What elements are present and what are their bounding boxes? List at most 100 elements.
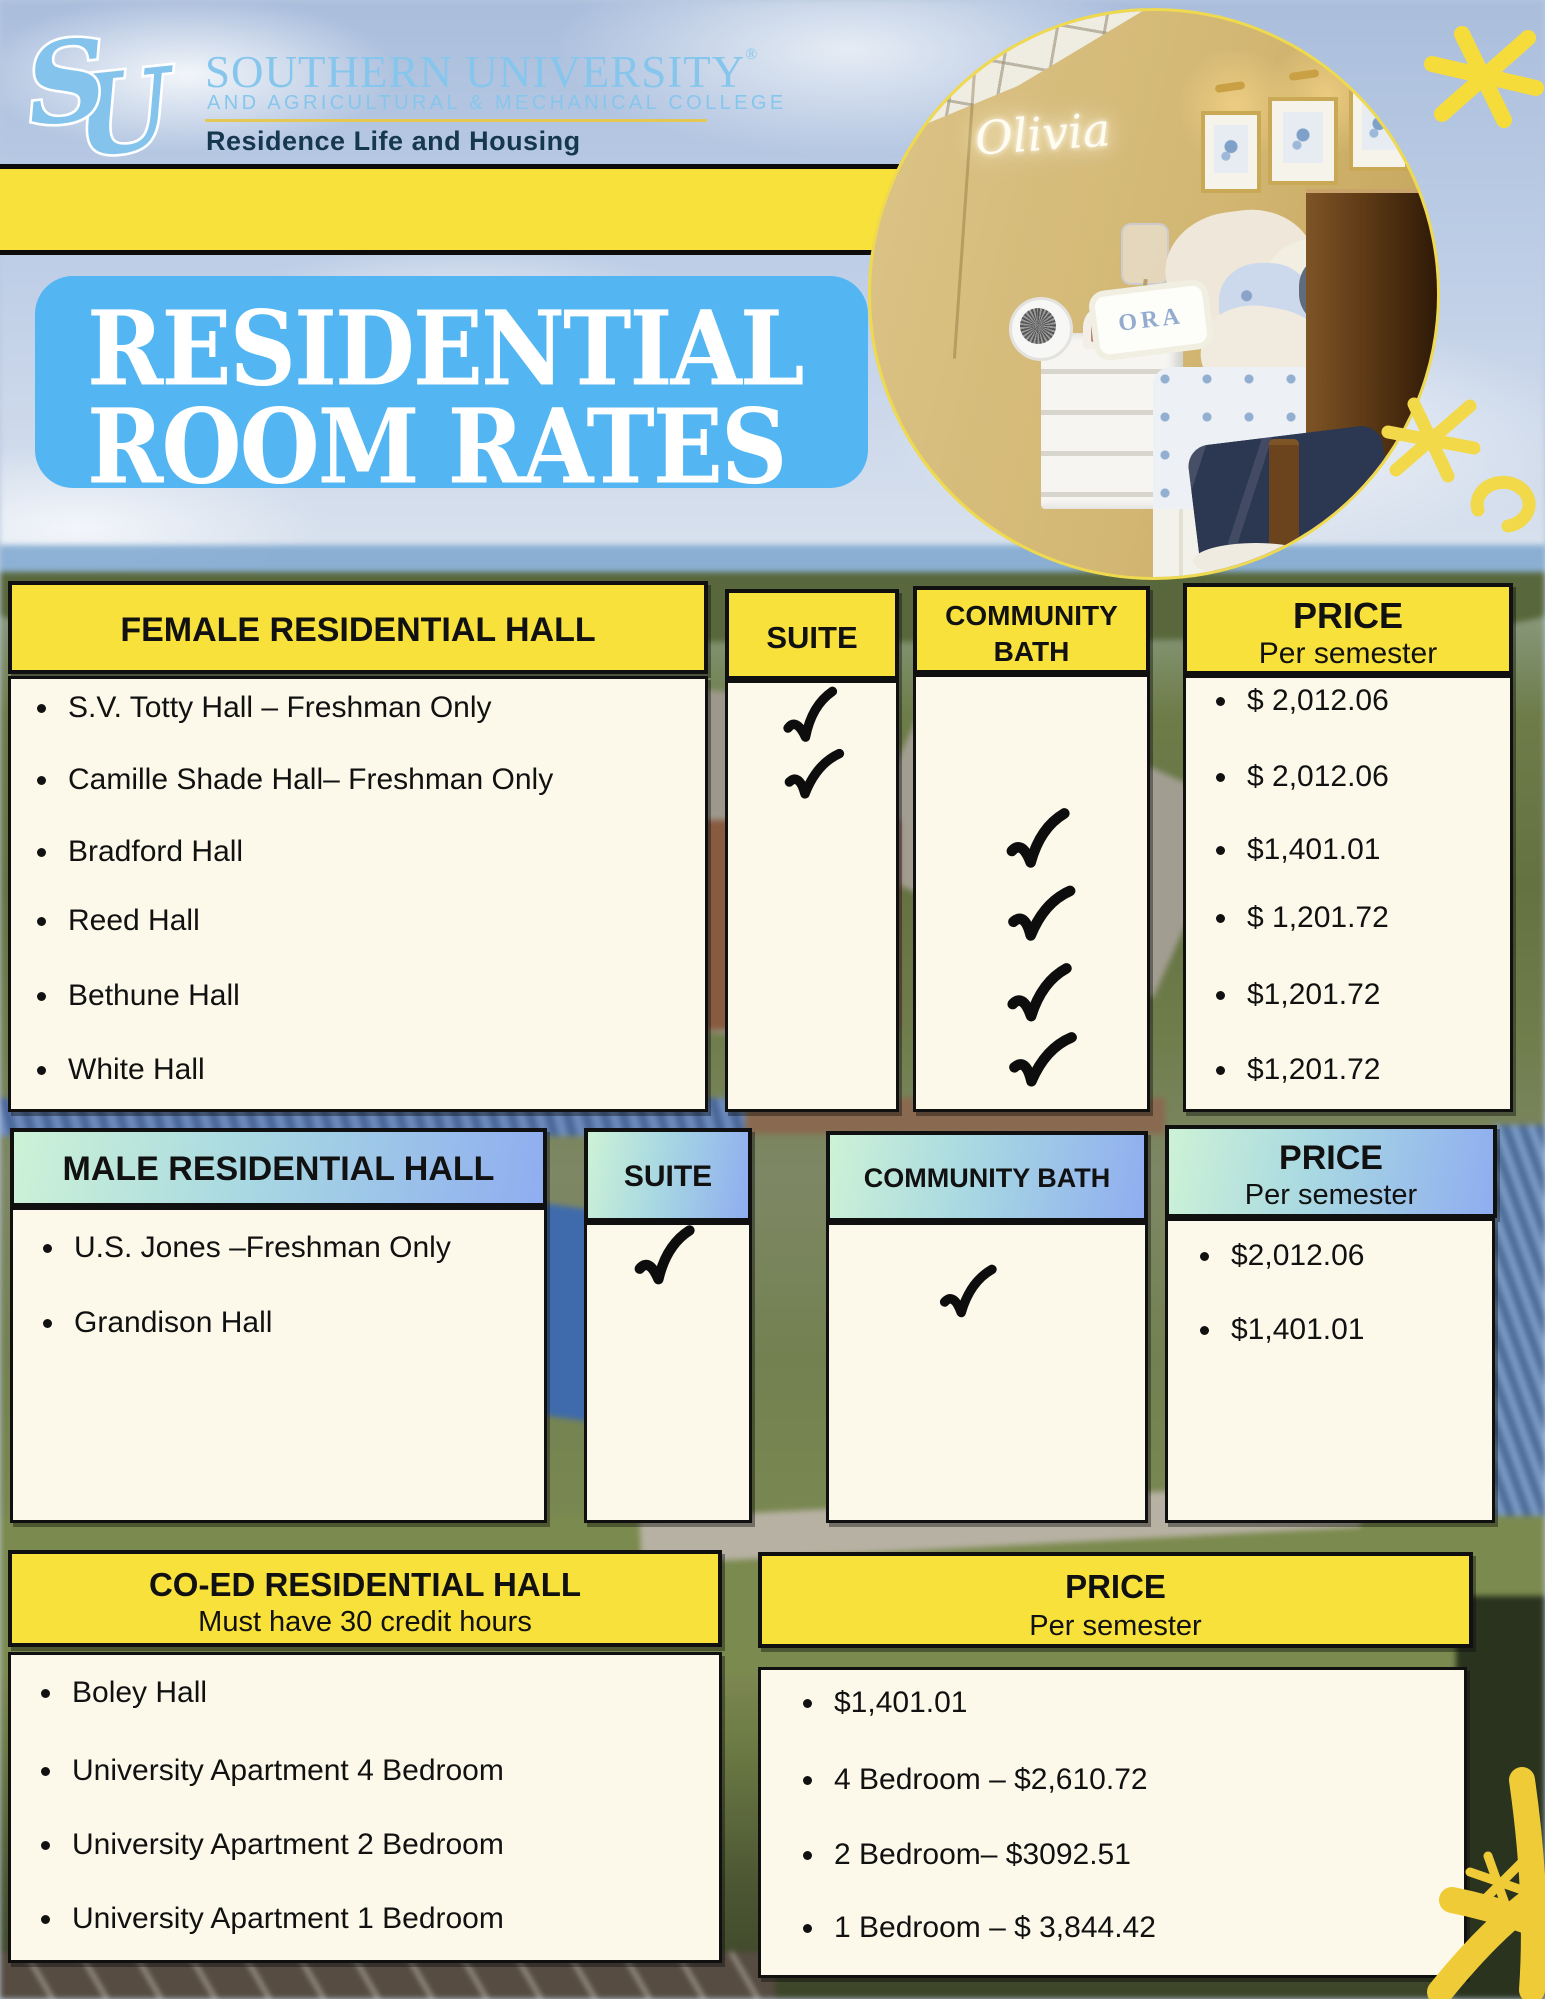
- bullet: [41, 1914, 50, 1924]
- check-icon: [939, 1264, 997, 1318]
- female-suite-column: [725, 680, 899, 1112]
- university-name: SOUTHERN UNIVERSITY®: [205, 46, 759, 97]
- check-icon: [1009, 1032, 1077, 1087]
- price-item: 1 Bedroom – $ 3,844.42: [803, 1910, 1156, 1946]
- neon-name-sign: Olivia: [973, 102, 1112, 166]
- list-item: U.S. Jones –Freshman Only: [43, 1230, 451, 1266]
- bullet: [41, 1766, 50, 1776]
- female-hall-list: S.V. Totty Hall – Freshman Only Camille …: [8, 676, 708, 1112]
- bullet: [1216, 696, 1225, 706]
- bullet: [1216, 772, 1225, 782]
- price-item: $1,401.01: [1200, 1312, 1364, 1348]
- list-item: Camille Shade Hall– Freshman Only: [37, 762, 553, 798]
- wall-art-frame: [1268, 97, 1338, 185]
- list-item: White Hall: [37, 1052, 205, 1088]
- page-title-line1: RESIDENTIAL: [87, 288, 805, 409]
- bullet: [803, 1850, 812, 1860]
- coed-hall-header: CO-ED RESIDENTIAL HALL Must have 30 cred…: [8, 1550, 722, 1647]
- bullet: [43, 1318, 52, 1328]
- bullet: [1216, 913, 1225, 923]
- coed-price-header: PRICE Per semester: [758, 1552, 1473, 1648]
- male-suite-column: [584, 1222, 752, 1523]
- price-item: $2,012.06: [1200, 1238, 1364, 1274]
- list-item: Grandison Hall: [43, 1305, 272, 1341]
- price-item: $ 2,012.06: [1216, 683, 1389, 719]
- title-box: RESIDENTIAL ROOM RATES: [35, 276, 868, 507]
- male-hall-list: U.S. Jones –Freshman Only Grandison Hall: [10, 1207, 547, 1523]
- female-bath-column: [913, 674, 1150, 1112]
- bullet: [43, 1243, 52, 1253]
- svg-text:S: S: [28, 26, 113, 152]
- male-bath-header: COMMUNITY BATH: [826, 1131, 1148, 1222]
- check-icon: [1007, 963, 1072, 1022]
- bullet: [803, 1775, 812, 1785]
- price-item: 4 Bedroom – $2,610.72: [803, 1762, 1148, 1798]
- female-suite-header: SUITE: [725, 589, 899, 680]
- star-doodle-icon: [1381, 397, 1536, 533]
- male-price-header: PRICE Per semester: [1165, 1125, 1497, 1218]
- bullet: [1216, 845, 1225, 855]
- bullet: [37, 847, 46, 857]
- bullet: [803, 1923, 812, 1933]
- list-item: Bethune Hall: [37, 978, 240, 1014]
- check-icon: [1008, 885, 1076, 941]
- list-item: University Apartment 4 Bedroom: [41, 1753, 504, 1789]
- list-item: Boley Hall: [41, 1675, 207, 1711]
- price-item: $1,401.01: [803, 1685, 967, 1721]
- male-suite-header: SUITE: [584, 1128, 752, 1222]
- bullet: [41, 1688, 50, 1698]
- coed-price-column: $1,401.01 4 Bedroom – $2,610.72 2 Bedroo…: [758, 1667, 1467, 1978]
- wall-art-frame: [1201, 111, 1261, 193]
- page-title-line2: ROOM RATES: [87, 386, 787, 507]
- female-hall-header-label: FEMALE RESIDENTIAL HALL: [120, 611, 596, 649]
- bullet: [37, 991, 46, 1001]
- bullet: [1200, 1325, 1209, 1335]
- check-icon: [783, 686, 838, 742]
- desk-fan: [1009, 297, 1073, 361]
- list-item: University Apartment 2 Bedroom: [41, 1827, 504, 1863]
- list-item: Bradford Hall: [37, 834, 243, 870]
- lamp: [1121, 223, 1169, 285]
- star-doodle-icon: [1424, 26, 1544, 128]
- price-item: $1,201.72: [1216, 977, 1380, 1013]
- female-bath-header: COMMUNITY BATH: [913, 586, 1150, 674]
- bullet: [803, 1698, 812, 1708]
- college-subtitle: AND AGRICULTURAL & MECHANICAL COLLEGE: [207, 92, 787, 114]
- bullet: [37, 703, 46, 713]
- list-item: Reed Hall: [37, 903, 200, 939]
- list-item: S.V. Totty Hall – Freshman Only: [37, 690, 492, 726]
- male-bath-column: [826, 1222, 1148, 1523]
- bullet: [1216, 990, 1225, 1000]
- female-price-header: PRICE Per semester: [1183, 583, 1513, 675]
- price-item: $1,201.72: [1216, 1052, 1380, 1088]
- wall-art-frame: [1349, 87, 1409, 171]
- price-item: $1,401.01: [1216, 832, 1380, 868]
- dorm-room-photo: Olivia ORA: [868, 8, 1440, 580]
- price-item: 2 Bedroom– $3092.51: [803, 1837, 1131, 1873]
- su-logo: U S: [28, 26, 187, 164]
- bullet: [37, 916, 46, 926]
- check-icon: [634, 1225, 695, 1285]
- bullet: [1200, 1251, 1209, 1261]
- registered-mark: ®: [745, 46, 759, 63]
- female-price-column: $ 2,012.06 $ 2,012.06 $1,401.01 $ 1,201.…: [1183, 675, 1513, 1112]
- ottoman: [1193, 543, 1319, 577]
- male-price-column: $2,012.06 $1,401.01: [1165, 1218, 1495, 1523]
- monogram-pillow: ORA: [1093, 284, 1209, 356]
- check-icon: [784, 748, 845, 799]
- bullet: [37, 1065, 46, 1075]
- female-hall-header: FEMALE RESIDENTIAL HALL: [8, 581, 708, 674]
- list-item: University Apartment 1 Bedroom: [41, 1901, 504, 1937]
- price-item: $ 2,012.06: [1216, 759, 1389, 795]
- coed-hall-list: Boley Hall University Apartment 4 Bedroo…: [8, 1652, 722, 1963]
- bullet: [37, 775, 46, 785]
- star-doodle-icon: [1427, 1767, 1545, 1999]
- bullet: [41, 1840, 50, 1850]
- bullet: [1216, 1065, 1225, 1075]
- price-item: $ 1,201.72: [1216, 900, 1389, 936]
- gold-divider: [205, 119, 707, 122]
- male-hall-header: MALE RESIDENTIAL HALL: [10, 1128, 547, 1207]
- department-name: Residence Life and Housing: [206, 126, 581, 156]
- check-icon: [1006, 808, 1070, 868]
